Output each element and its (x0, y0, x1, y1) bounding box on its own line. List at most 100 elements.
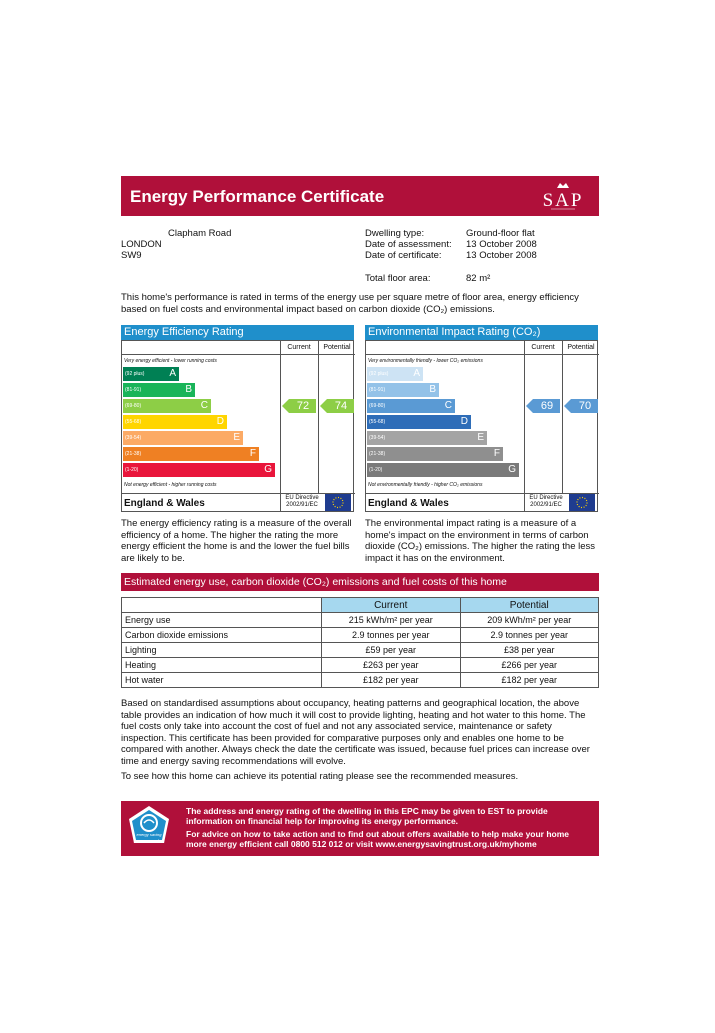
efficiency-band-b: (81-91) B (123, 383, 195, 397)
efficiency-band-range: (21-38) (125, 451, 142, 457)
environmental-band-range: (92 plus) (369, 371, 389, 377)
environmental-band-letter: F (493, 448, 500, 459)
environmental-band-letter: E (477, 432, 484, 443)
recommend-text: To see how this home can achieve its pot… (121, 771, 519, 782)
dwelling-type-value: Ground-floor flat (466, 228, 535, 239)
efficiency-band-letter: E (233, 432, 240, 443)
row-current: £59 per year (321, 642, 461, 658)
row-current: £263 per year (321, 657, 461, 673)
row-current: £182 per year (321, 672, 461, 688)
footer-text-2: For advice on how to take action and to … (186, 829, 570, 849)
efficiency-band-d: (55-68) D (123, 415, 227, 429)
efficiency-band-range: (81-91) (125, 387, 142, 393)
title-banner: Energy Performance Certificate SAP (121, 176, 599, 216)
table-header-current: Current (321, 597, 461, 613)
efficiency-band-f: (21-38) F (123, 447, 259, 461)
efficiency-band-range: (92 plus) (125, 371, 145, 377)
energy-saving-recommended-logo: energy saving recommended (124, 803, 174, 853)
environmental-band-a: (92 plus) A (367, 367, 423, 381)
row-potential: £182 per year (459, 672, 599, 688)
efficiency-explanation: The energy efficiency rating is a measur… (121, 518, 352, 564)
environmental-band-e: (39-54) E (367, 431, 487, 445)
row-potential: £266 per year (459, 657, 599, 673)
crown-icon (557, 183, 569, 188)
environmental-potential-header: Potential (567, 344, 595, 351)
efficiency-band-c: (69-80) C (123, 399, 211, 413)
efficiency-band-range: (39-54) (125, 435, 142, 441)
floor-area-value: 82 m² (466, 273, 491, 284)
footer-banner: energy saving recommended The address an… (121, 801, 599, 856)
efficiency-band-range: (55-68) (125, 419, 142, 425)
intro-text: This home's performance is rated in term… (121, 292, 579, 315)
logo-line-2: recommended (133, 839, 165, 844)
efficiency-band-letter: G (264, 464, 272, 475)
environmental-band-f: (21-38) F (367, 447, 503, 461)
eu-flag-icon (325, 494, 351, 511)
environmental-band-range: (21-38) (369, 451, 386, 457)
environmental-potential-value: 70 (578, 400, 592, 412)
row-label: Heating (121, 657, 322, 673)
environmental-band-c: (69-80) C (367, 399, 455, 413)
environmental-band-d: (55-68) D (367, 415, 471, 429)
efficiency-band-letter: C (200, 400, 208, 411)
efficiency-band-range: (69-80) (125, 403, 142, 409)
assessment-date-label: Date of assessment: (365, 239, 452, 250)
environmental-band-range: (55-68) (369, 419, 386, 425)
row-label: Energy use (121, 612, 322, 628)
environmental-title: Environmental Impact Rating (CO₂) (365, 325, 598, 340)
environmental-band-range: (69-80) (369, 403, 386, 409)
efficiency-potential-header: Potential (323, 344, 351, 351)
row-current: 215 kWh/m² per year (321, 612, 461, 628)
efficiency-eu-directive: EU Directive 2002/91/EC (285, 495, 319, 508)
environmental-band-letter: C (444, 400, 452, 411)
efficiency-band-letter: B (185, 384, 192, 395)
efficiency-potential-value: 74 (334, 400, 348, 412)
environmental-region: England & Wales (368, 498, 449, 509)
efficiency-potential-arrow: 74 (320, 399, 354, 413)
environmental-bottom-note: Not environmentally friendly - higher CO… (368, 482, 483, 488)
address-line-1: Clapham Road (168, 228, 232, 239)
certificate-date-label: Date of certificate: (365, 250, 442, 261)
environmental-eu-directive: EU Directive 2002/91/EC (529, 495, 563, 508)
address-line-3: SW9 (121, 250, 142, 261)
row-label: Carbon dioxide emissions (121, 627, 322, 643)
efficiency-top-note: Very energy efficient - lower running co… (124, 358, 217, 364)
environmental-band-letter: A (413, 368, 420, 379)
environmental-current-arrow: 69 (526, 399, 560, 413)
environmental-current-value: 69 (540, 400, 554, 412)
table-header-blank (121, 597, 322, 613)
sap-logo-text: SAP (542, 190, 584, 211)
row-current: 2.9 tonnes per year (321, 627, 461, 643)
row-potential: 2.9 tonnes per year (459, 627, 599, 643)
efficiency-bottom-note: Not energy efficient - higher running co… (124, 482, 217, 488)
environmental-band-letter: D (460, 416, 468, 427)
sap-logo: SAP (537, 181, 589, 211)
environmental-band-range: (1-20) (369, 467, 383, 473)
certificate-date-value: 13 October 2008 (466, 250, 537, 261)
environmental-band-b: (81-91) B (367, 383, 439, 397)
environmental-explanation: The environmental impact rating is a mea… (365, 518, 596, 564)
efficiency-current-header: Current (287, 344, 311, 351)
row-label: Lighting (121, 642, 322, 658)
table-header-potential: Potential (459, 597, 599, 613)
efficiency-band-a: (92 plus) A (123, 367, 179, 381)
table-row: Hot water £182 per year £182 per year (121, 672, 599, 688)
efficiency-band-range: (1-20) (125, 467, 139, 473)
table-row: Heating £263 per year £266 per year (121, 657, 599, 673)
footer-text-1: The address and energy rating of the dwe… (186, 806, 548, 826)
environmental-band-letter: G (508, 464, 516, 475)
efficiency-band-g: (1-20) G (123, 463, 275, 477)
environmental-band-letter: B (429, 384, 436, 395)
row-potential: £38 per year (459, 642, 599, 658)
floor-area-label: Total floor area: (365, 273, 431, 284)
efficiency-current-value: 72 (296, 400, 310, 412)
efficiency-band-letter: D (216, 416, 224, 427)
assumptions-text: Based on standardised assumptions about … (121, 698, 590, 767)
efficiency-chart: Current Potential Very energy efficient … (121, 340, 355, 512)
table-row: Carbon dioxide emissions 2.9 tonnes per y… (121, 627, 599, 643)
row-label: Hot water (121, 672, 322, 688)
efficiency-title: Energy Efficiency Rating (121, 325, 354, 340)
environmental-chart: Current Potential Very environmentally f… (365, 340, 599, 512)
efficiency-band-e: (39-54) E (123, 431, 243, 445)
eu-flag-icon (569, 494, 595, 511)
